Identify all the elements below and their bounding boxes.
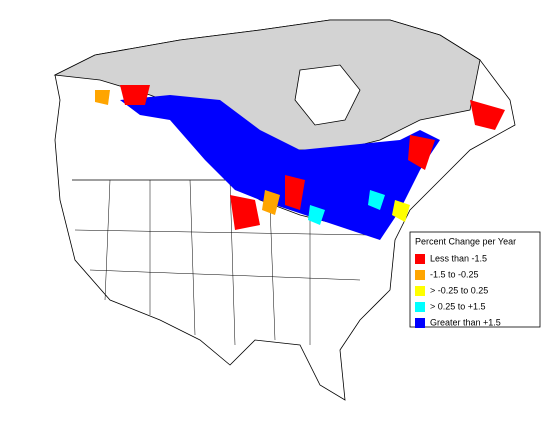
legend-label: Less than -1.5 (430, 253, 487, 263)
legend-label: -1.5 to -0.25 (430, 269, 479, 279)
patch-red (230, 195, 260, 230)
legend-label: > 0.25 to +1.5 (430, 301, 486, 311)
legend-swatch (415, 302, 425, 312)
legend-label: > -0.25 to 0.25 (430, 285, 488, 295)
legend-title: Percent Change per Year (415, 236, 516, 246)
patch-orange (262, 190, 280, 215)
patch-red (285, 175, 305, 210)
land (53, 19, 516, 401)
legend-swatch (415, 254, 425, 264)
patch-orange (95, 90, 110, 105)
patch-blue (120, 95, 440, 240)
legend-swatch (415, 318, 425, 328)
legend-swatch (415, 286, 425, 296)
patch-yellow (392, 200, 410, 222)
patch-cyan (368, 190, 385, 210)
state-lines (74, 179, 371, 346)
patch-red (470, 100, 505, 130)
patch-red (408, 135, 435, 170)
patch-cyan (308, 205, 325, 225)
trend-patches (95, 85, 505, 240)
hudson-bay (294, 64, 361, 126)
patch-red (120, 85, 150, 105)
legend: Percent Change per Year Less than -1.5 -1… (409, 231, 541, 328)
legend-label: Greater than +1.5 (430, 317, 501, 327)
legend-swatch (415, 270, 425, 280)
legend-box (409, 231, 541, 328)
